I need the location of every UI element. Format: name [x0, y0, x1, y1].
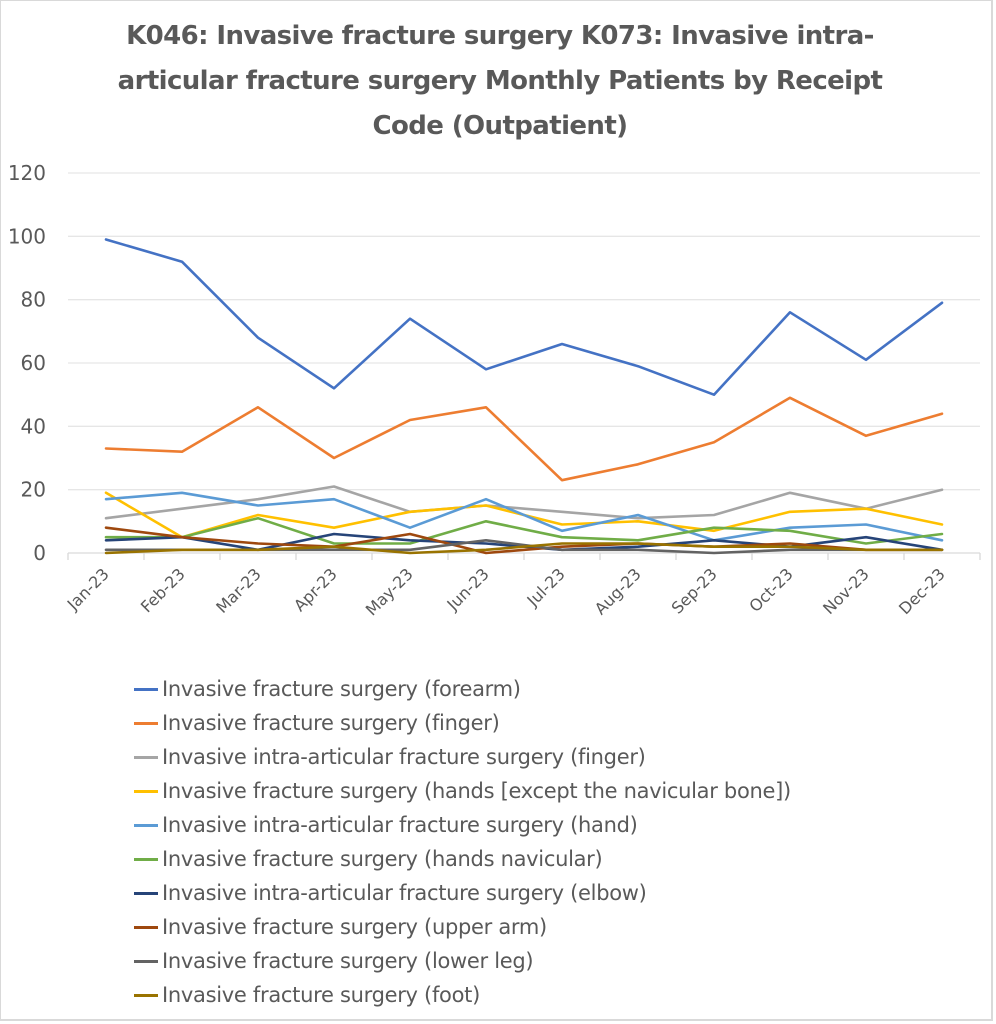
legend-label: Invasive intra-articular fracture surger…: [162, 881, 647, 905]
x-tick-label: Dec-23: [895, 564, 949, 618]
chart-title-line-3: Code (Outpatient): [372, 111, 629, 141]
legend-swatch: [134, 993, 158, 997]
x-tick-label: Feb-23: [137, 564, 189, 616]
x-tick-label: Jun-23: [443, 564, 493, 614]
legend-label: Invasive fracture surgery (forearm): [162, 677, 521, 701]
x-tick-label: Nov-23: [819, 564, 873, 618]
y-tick-label: 40: [21, 414, 46, 438]
x-tick-label: Apr-23: [290, 564, 341, 615]
legend-item: Invasive fracture surgery (lower leg): [134, 944, 791, 978]
legend-swatch: [134, 755, 158, 759]
series-lines: [104, 238, 944, 555]
legend-item: Invasive fracture surgery (upper arm): [134, 910, 791, 944]
y-tick-label: 60: [21, 351, 46, 375]
chart-title-line-2: articular fracture surgery Monthly Patie…: [117, 66, 883, 96]
series-1-line: [104, 238, 944, 397]
y-axis-ticks: 0 20 40 60 80 100 120: [8, 161, 46, 565]
legend-label: Invasive intra-articular fracture surger…: [162, 745, 646, 769]
series-5-line: [104, 491, 944, 542]
x-tick-label: Mar-23: [212, 564, 265, 617]
series-3-line: [104, 485, 944, 520]
x-tick-label: Aug-23: [591, 564, 645, 618]
x-tick-label: May-23: [362, 564, 417, 619]
y-tick-label: 20: [21, 478, 46, 502]
legend-item: Invasive fracture surgery (hands navicul…: [134, 842, 791, 876]
x-tick-label: Oct-23: [745, 564, 796, 615]
line-chart: 0 20 40 60 80 100 120 Jan-23 Feb-23 Mar-23 Apr-23…: [8, 161, 981, 620]
series-2-line: [104, 396, 944, 482]
legend-item: Invasive intra-articular fracture surger…: [134, 808, 791, 842]
y-tick-label: 80: [21, 288, 46, 312]
chart-title: K046: Invasive fracture surgery K073: In…: [60, 14, 940, 149]
legend-label: Invasive intra-articular fracture surger…: [162, 813, 638, 837]
legend-label: Invasive fracture surgery (hands [except…: [162, 779, 791, 803]
chart-title-line-1: K046: Invasive fracture surgery K073: In…: [126, 21, 874, 51]
y-tick-label: 120: [8, 161, 46, 185]
legend-label: Invasive fracture surgery (lower leg): [162, 949, 534, 973]
y-tick-label: 100: [8, 224, 46, 248]
legend-swatch: [134, 959, 158, 963]
legend-label: Invasive fracture surgery (hands navicul…: [162, 847, 603, 871]
legend-item: Invasive fracture surgery (finger): [134, 706, 791, 740]
legend-item: Invasive intra-articular fracture surger…: [134, 876, 791, 910]
legend-swatch: [134, 823, 158, 827]
legend-label: Invasive fracture surgery (foot): [162, 983, 480, 1007]
x-axis: Jan-23 Feb-23 Mar-23 Apr-23 May-23 Jun-23 Jul-…: [63, 553, 981, 620]
chart-legend: Invasive fracture surgery (forearm) Invas…: [134, 672, 791, 1012]
legend-label: Invasive fracture surgery (upper arm): [162, 915, 547, 939]
legend-swatch: [134, 891, 158, 895]
legend-item: Invasive intra-articular fracture surger…: [134, 740, 791, 774]
legend-swatch: [134, 789, 158, 793]
x-tick-label: Jan-23: [63, 564, 113, 614]
legend-label: Invasive fracture surgery (finger): [162, 711, 500, 735]
series-10-line: [104, 542, 944, 555]
legend-swatch: [134, 857, 158, 861]
series-6-line: [104, 516, 944, 545]
x-tick-label: Jul-23: [523, 564, 569, 610]
legend-swatch: [134, 687, 158, 691]
legend-swatch: [134, 925, 158, 929]
y-tick-label: 0: [33, 541, 46, 565]
legend-swatch: [134, 721, 158, 725]
series-8-line: [104, 526, 944, 555]
legend-item: Invasive fracture surgery (forearm): [134, 672, 791, 706]
legend-item: Invasive fracture surgery (foot): [134, 978, 791, 1012]
x-tick-label: Sep-23: [668, 564, 721, 617]
legend-item: Invasive fracture surgery (hands [except…: [134, 774, 791, 808]
